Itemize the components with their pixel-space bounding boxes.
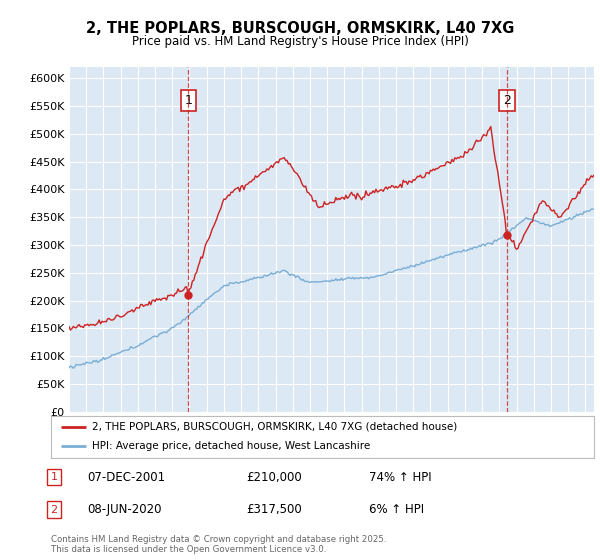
- Text: 2, THE POPLARS, BURSCOUGH, ORMSKIRK, L40 7XG: 2, THE POPLARS, BURSCOUGH, ORMSKIRK, L40…: [86, 21, 514, 36]
- Text: Contains HM Land Registry data © Crown copyright and database right 2025.
This d: Contains HM Land Registry data © Crown c…: [51, 535, 386, 554]
- Text: 07-DEC-2001: 07-DEC-2001: [87, 470, 165, 484]
- Text: 1: 1: [184, 94, 192, 107]
- Text: Price paid vs. HM Land Registry's House Price Index (HPI): Price paid vs. HM Land Registry's House …: [131, 35, 469, 48]
- Text: 6% ↑ HPI: 6% ↑ HPI: [369, 503, 424, 516]
- Text: 2: 2: [503, 94, 511, 107]
- Text: 2, THE POPLARS, BURSCOUGH, ORMSKIRK, L40 7XG (detached house): 2, THE POPLARS, BURSCOUGH, ORMSKIRK, L40…: [92, 422, 457, 432]
- Text: £317,500: £317,500: [246, 503, 302, 516]
- Text: 08-JUN-2020: 08-JUN-2020: [87, 503, 161, 516]
- Text: 74% ↑ HPI: 74% ↑ HPI: [369, 470, 431, 484]
- Text: 1: 1: [50, 472, 58, 482]
- Text: 2: 2: [50, 505, 58, 515]
- Text: £210,000: £210,000: [246, 470, 302, 484]
- Text: HPI: Average price, detached house, West Lancashire: HPI: Average price, detached house, West…: [92, 441, 370, 451]
